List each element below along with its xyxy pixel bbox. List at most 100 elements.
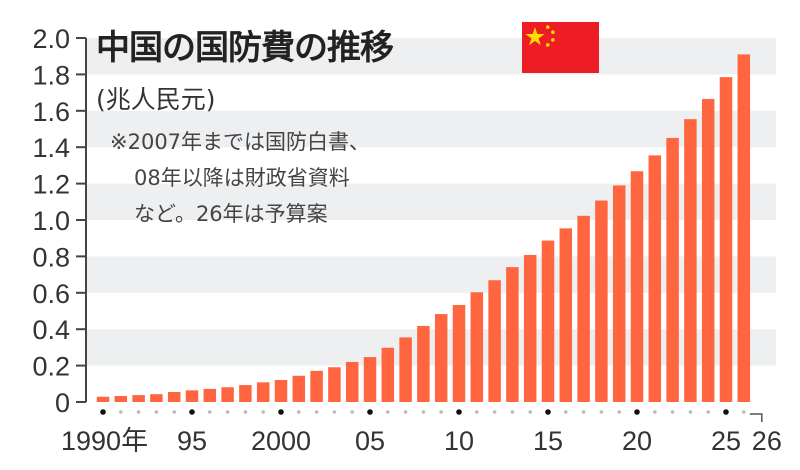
bar-1996 [203,388,217,402]
x-tick-label: 20 [622,426,652,456]
bar-2007 [399,337,412,402]
bar-2015 [541,240,555,402]
y-tick-label: 1.8 [32,60,70,90]
bar-2019 [612,185,626,402]
chart-title: 中国の国防費の推移 [96,28,394,68]
y-tick-label: 1.2 [32,170,70,200]
x-tick-label: 10 [444,426,474,456]
bar-1992 [132,395,145,402]
bar-2018 [595,200,608,402]
bar-1998 [239,385,252,402]
x-tick-label: 1990年 [61,426,148,456]
x-tick-dot [119,410,123,414]
x-tick-dot [545,409,551,415]
bar-1990 [96,396,110,402]
note-line: ※2007年までは国防白書、 [110,130,371,154]
bar-2012 [488,280,501,402]
note-line: など。26年は予算案 [134,202,328,226]
x-tick-dot [599,410,604,414]
china-flag-icon [522,22,599,73]
x-tick-dot [634,409,640,415]
y-tick-label: 0.8 [32,242,70,272]
x-label-bracket [749,413,763,422]
x-tick-dot [439,410,444,414]
x-tick-dot [136,410,141,414]
bar-2008 [417,325,430,402]
bar-2002 [310,370,323,402]
x-tick-dot [297,410,301,414]
bar-2016 [559,228,573,402]
grid-band [86,38,776,75]
bar-2010 [452,304,466,402]
x-tick-dot [742,410,746,414]
bar-2011 [470,292,484,402]
bar-2000 [274,379,288,402]
y-tick-label: 1.0 [32,206,70,236]
bar-2023 [684,119,697,402]
x-tick-dot [670,410,675,414]
bar-1993 [150,394,163,402]
x-tick-dot [261,410,266,414]
bar-2020 [630,171,644,402]
x-tick-dot [403,410,408,414]
x-tick-dot [278,409,284,415]
bar-2021 [648,155,662,402]
bar-2013 [506,267,519,402]
bar-2009 [434,314,448,402]
bar-1999 [256,382,270,402]
x-tick-dot [528,410,532,414]
x-tick-dot [314,410,319,414]
bar-2022 [666,137,679,402]
bar-1991 [114,395,128,402]
y-tick-label: 0.2 [32,352,70,382]
y-tick-label: 1.6 [32,97,70,127]
x-tick-label: 05 [355,426,385,456]
x-tick-label: 2000 [251,426,311,456]
x-tick-dot [581,410,586,414]
x-tick-dot [456,409,462,415]
bar-2006 [381,347,395,402]
bar-2025 [719,77,733,402]
x-tick-dot [617,410,621,414]
x-tick-dot [510,410,515,414]
x-tick-dot [421,410,426,414]
bar-2014 [523,254,537,402]
x-tick-dot [154,410,159,414]
x-tick-dot [100,409,106,415]
unit-label: (兆人民元) [96,85,216,114]
x-tick-dot [564,410,568,414]
bar-1995 [185,390,199,402]
x-tick-dot [243,410,248,414]
x-tick-dot [367,409,373,415]
x-tick-dot [189,409,195,415]
x-tick-dot [653,410,657,414]
bar-2005 [363,357,377,402]
x-tick-dot [208,410,212,414]
bar-1997 [221,387,234,402]
x-tick-dot [706,410,710,414]
x-tick-label: 15 [533,426,563,456]
x-tick-label: 26 [752,426,782,456]
bar-2024 [701,98,715,402]
y-tick-label: 2.0 [32,24,70,54]
bar-2001 [292,375,306,402]
x-tick-dot [172,410,176,414]
y-tick-label: 0.4 [32,315,70,345]
x-tick-dot [723,409,729,415]
x-tick-dot [492,410,497,414]
bar-2017 [577,215,590,402]
y-tick-label: 0 [55,388,70,418]
x-tick-label: 25 [711,426,741,456]
x-tick-dot [475,410,479,414]
x-tick-label: 95 [177,426,207,456]
bar-1994 [167,391,181,402]
x-tick-dot [688,410,693,414]
grid-band [86,110,776,148]
y-tick-label: 1.4 [32,133,70,163]
source-note: ※2007年までは国防白書、 08年以降は財政省資料 など。26年は予算案 [110,124,370,232]
bar-2026 [737,54,751,402]
x-tick-dot [386,410,390,414]
bar-2003 [328,367,341,402]
bar-2004 [345,361,359,402]
